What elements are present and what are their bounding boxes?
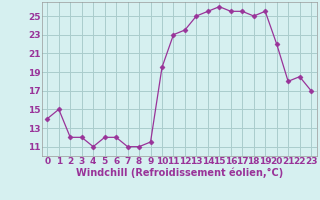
X-axis label: Windchill (Refroidissement éolien,°C): Windchill (Refroidissement éolien,°C) [76,167,283,178]
